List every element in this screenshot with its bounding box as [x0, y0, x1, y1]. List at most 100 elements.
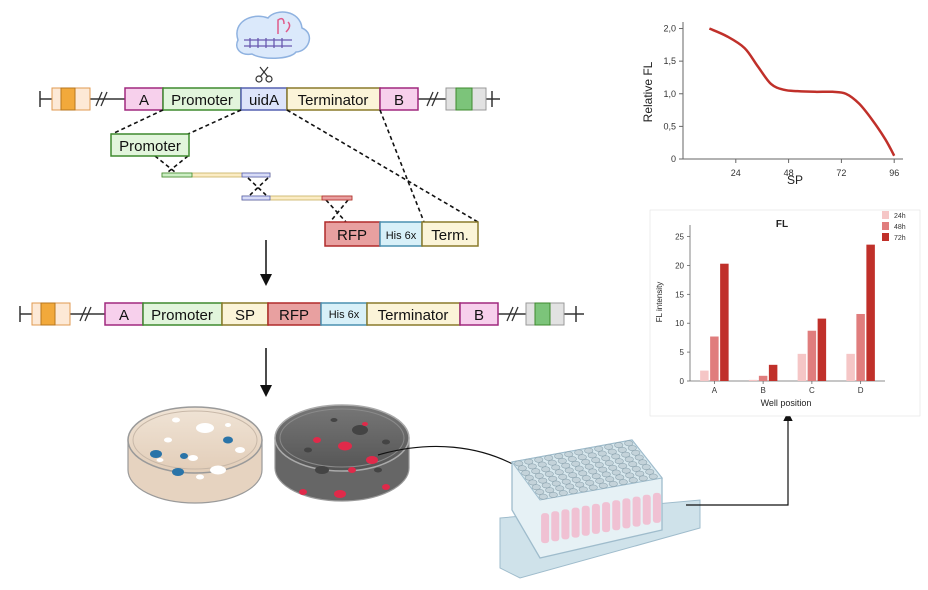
top-construct: A Promoter uidA Terminator B — [39, 87, 500, 111]
bar-C-72h — [817, 318, 827, 381]
plate-well — [537, 461, 547, 468]
plate-tube — [652, 492, 661, 523]
arrow-dish-to-plate — [377, 445, 523, 470]
homology-lines — [111, 109, 479, 223]
plate-well — [627, 445, 637, 451]
plate-well — [598, 466, 608, 473]
plate-well — [538, 493, 548, 500]
plate-well — [545, 487, 555, 494]
bar-chart-x-tick-label: C — [809, 386, 815, 395]
plate-tube — [541, 513, 550, 544]
plate-well — [624, 456, 634, 463]
plate-well — [544, 455, 554, 461]
line-chart-series — [708, 27, 896, 157]
plate-well — [558, 490, 568, 496]
plate-well — [581, 459, 591, 465]
final-segment-promoter: Promoter — [151, 307, 213, 324]
bar-A-72h — [720, 263, 729, 381]
plate-well — [641, 464, 651, 470]
plate-well — [588, 468, 598, 475]
plate-well — [601, 471, 611, 478]
line-chart-x-ticks: 24 48 72 96 — [731, 159, 899, 178]
plate-well — [605, 476, 615, 483]
plate-tube — [561, 509, 570, 540]
term-fragment-label: Term. — [431, 227, 469, 244]
plate-well — [615, 474, 625, 481]
plate-well — [555, 485, 565, 492]
bar-D-48h — [856, 313, 865, 381]
plate-well — [607, 448, 617, 455]
plate-well — [631, 465, 641, 472]
plate-tube — [622, 498, 631, 529]
bar-chart-y-tick-label: 25 — [675, 233, 684, 242]
plate-well — [608, 464, 618, 471]
scissors-icon — [255, 66, 273, 83]
promoter-fragment: Promoter — [110, 133, 190, 157]
plate-well — [628, 461, 638, 468]
plate-well — [618, 479, 628, 485]
plate-well — [635, 470, 645, 477]
bar-D-24h — [846, 353, 855, 381]
line-chart-x-tick-label: 48 — [784, 168, 794, 178]
plate-well — [571, 460, 581, 467]
plate-well — [548, 491, 558, 498]
plate-well — [618, 463, 628, 469]
plate-well — [557, 457, 567, 464]
plate-well — [601, 455, 611, 462]
line-chart-ylabel: Relative FL — [641, 61, 655, 122]
bar-chart-x-tick-label: A — [712, 386, 718, 395]
line-chart-y-tick-label: 2,0 — [663, 24, 676, 34]
line-chart-x-tick-label: 24 — [731, 168, 741, 178]
plate-well — [578, 486, 588, 493]
plate-well — [598, 482, 608, 489]
bar-chart-y-tick-label: 20 — [675, 261, 684, 270]
plate-tube — [581, 505, 590, 536]
plate-well — [628, 477, 638, 484]
line-chart-x-tick-label: 72 — [836, 168, 846, 178]
bar-A-48h — [710, 336, 719, 381]
bar-chart-y-tick-label: 5 — [680, 348, 685, 357]
plate-well — [565, 483, 575, 490]
plate-well — [571, 476, 581, 483]
segment-b-label: B — [394, 92, 404, 109]
final-segment-b: B — [474, 307, 484, 324]
right-marker-box — [445, 87, 487, 111]
plate-well — [585, 479, 595, 486]
plate-well — [561, 478, 571, 485]
legend-label-48h: 48h — [894, 224, 906, 231]
bar-chart-x-tick-label: D — [858, 386, 864, 395]
legend-label-24h: 24h — [894, 213, 906, 220]
bar-B-24h — [748, 379, 758, 381]
his-fragment-label: His 6x — [386, 230, 417, 242]
plate-well — [548, 475, 558, 482]
plate-well — [568, 472, 578, 479]
bar-chart-x-tick-label: B — [760, 386, 765, 395]
plate-well — [638, 475, 648, 482]
plate-well — [631, 449, 641, 456]
plate-well — [594, 445, 604, 452]
plate-well — [534, 472, 544, 479]
plate-well — [574, 465, 584, 472]
plate-tube — [602, 502, 611, 533]
plate-well — [604, 444, 614, 450]
segment-terminator-label: Terminator — [298, 92, 369, 109]
segment-a-label: A — [139, 92, 149, 109]
plate-well — [634, 454, 644, 461]
plate-well — [648, 473, 658, 480]
left-marker-box — [51, 87, 91, 111]
plate-well — [554, 469, 564, 476]
bar-chart-ylabel: FL intensity — [655, 282, 664, 323]
petri-dish-dark — [274, 404, 410, 502]
final-construct: A Promoter SP RFP His 6x Terminator B — [19, 302, 584, 326]
plate-well — [621, 467, 631, 474]
rfp-fragment: RFP His 6x Term. — [324, 221, 479, 247]
plate-well — [588, 484, 598, 491]
bar-chart-title: FL — [776, 219, 788, 230]
legend-swatch-48h — [882, 222, 889, 230]
plate-wells — [514, 440, 658, 500]
plate-well — [575, 481, 585, 488]
plate-well — [574, 449, 584, 456]
bar-chart-x-ticks: A B C D — [712, 381, 864, 395]
plate-well — [527, 463, 537, 470]
plate-well — [577, 454, 587, 461]
